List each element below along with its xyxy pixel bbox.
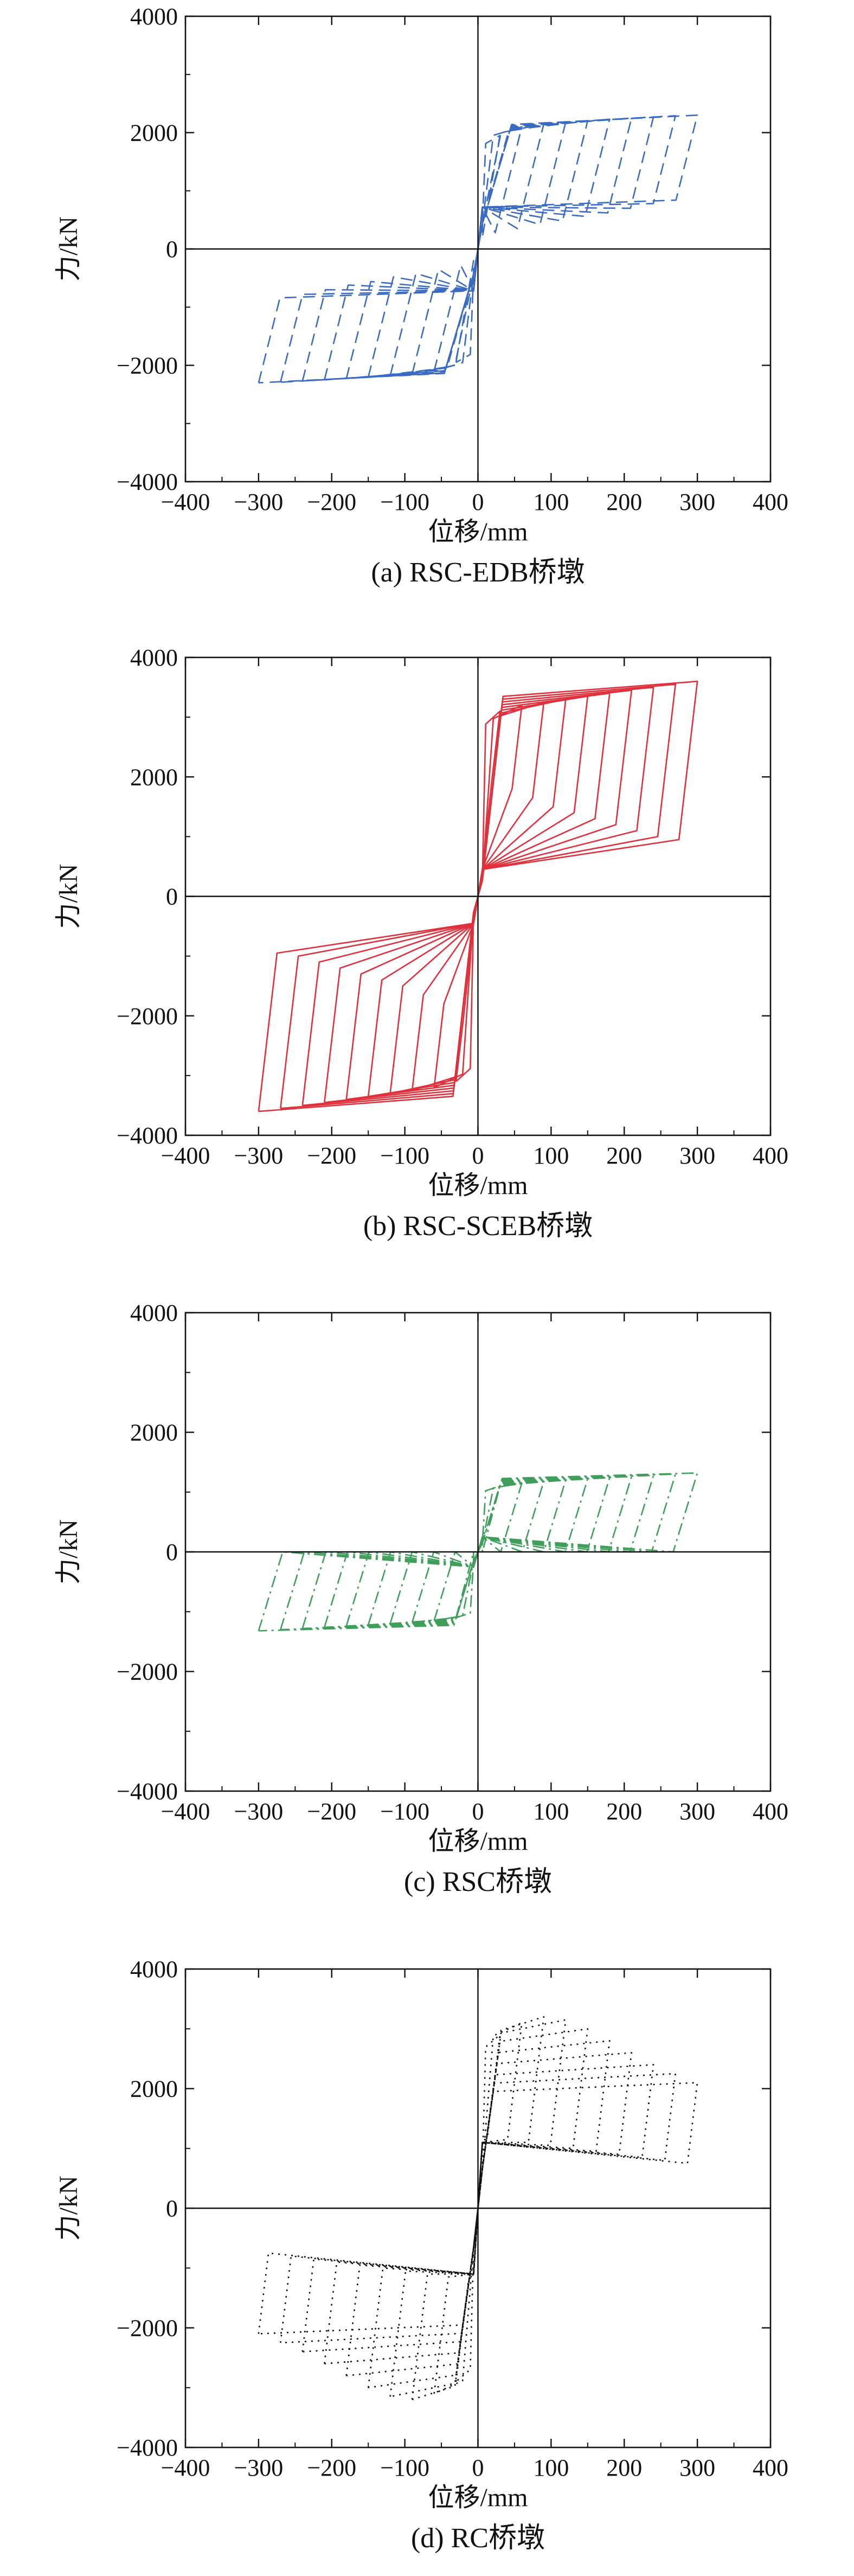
x-tick-label: −200 bbox=[307, 2454, 356, 2481]
hysteresis-loop bbox=[411, 2016, 545, 2401]
y-axis-title: 力/kN bbox=[54, 216, 83, 282]
x-tick-label: −200 bbox=[307, 1142, 356, 1169]
y-tick-label: −2000 bbox=[117, 1003, 178, 1030]
x-axis-title: 位移/mm bbox=[428, 2483, 528, 2512]
panel-caption: (d) RC桥墩 bbox=[411, 2523, 545, 2554]
x-axis-title: 位移/mm bbox=[428, 517, 528, 546]
x-tick-label: 100 bbox=[533, 489, 569, 515]
x-tick-label: −200 bbox=[307, 489, 356, 515]
panel-caption: (c) RSC桥墩 bbox=[404, 1867, 552, 1897]
y-tick-label: 0 bbox=[166, 2195, 178, 2222]
x-tick-label: −100 bbox=[380, 1798, 429, 1825]
hysteresis-loop bbox=[345, 2040, 611, 2376]
x-tick-label: −300 bbox=[234, 2454, 283, 2481]
y-tick-label: 4000 bbox=[130, 3, 178, 30]
x-tick-label: −400 bbox=[161, 489, 210, 515]
x-tick-label: 100 bbox=[533, 1798, 569, 1825]
hysteresis-loop bbox=[367, 2028, 589, 2389]
y-tick-label: −4000 bbox=[117, 469, 178, 495]
y-tick-label: −4000 bbox=[117, 1122, 178, 1149]
x-tick-label: 200 bbox=[606, 1798, 642, 1825]
x-tick-label: 200 bbox=[606, 489, 642, 515]
x-tick-label: 400 bbox=[753, 2454, 788, 2481]
y-tick-label: 2000 bbox=[130, 120, 178, 146]
y-tick-label: −2000 bbox=[117, 1659, 178, 1685]
x-tick-label: 200 bbox=[606, 2454, 642, 2481]
x-tick-label: 200 bbox=[606, 1142, 642, 1169]
x-tick-label: −100 bbox=[380, 2454, 429, 2481]
x-tick-label: 300 bbox=[679, 489, 715, 515]
chart-panel-2: −400 −300 −200 −100 0 100 200 300 400 4000 2000 0 −2… bbox=[54, 644, 788, 1242]
hysteresis-loop bbox=[258, 2082, 698, 2335]
y-tick-label: −2000 bbox=[117, 2315, 178, 2342]
x-tick-label: 0 bbox=[472, 489, 484, 515]
y-tick-label: −4000 bbox=[117, 2434, 178, 2461]
chart-panel-3: −400 −300 −200 −100 0 100 200 300 400 4000 2000 0 −2… bbox=[54, 1300, 788, 1897]
y-axis-title: 力/kN bbox=[54, 864, 83, 929]
x-tick-label: −100 bbox=[380, 489, 429, 515]
y-tick-label: 0 bbox=[166, 884, 178, 910]
x-tick-label: 0 bbox=[472, 1798, 484, 1825]
x-tick-label: −100 bbox=[380, 1142, 429, 1169]
y-tick-label: 2000 bbox=[130, 2076, 178, 2102]
y-tick-label: 4000 bbox=[130, 1300, 178, 1326]
hysteresis-loop bbox=[258, 114, 698, 383]
x-tick-label: 400 bbox=[753, 1142, 788, 1169]
hysteresis-loop bbox=[258, 680, 698, 1113]
y-tick-label: 4000 bbox=[130, 644, 178, 671]
x-tick-label: 100 bbox=[533, 2454, 569, 2481]
x-tick-label: 0 bbox=[472, 2454, 484, 2481]
x-tick-label: −200 bbox=[307, 1798, 356, 1825]
x-tick-label: 100 bbox=[533, 1142, 569, 1169]
y-axis-title: 力/kN bbox=[54, 2176, 83, 2241]
series-group bbox=[258, 114, 698, 383]
x-tick-label: 0 bbox=[472, 1142, 484, 1169]
x-tick-label: −300 bbox=[234, 489, 283, 515]
x-tick-label: 400 bbox=[753, 489, 788, 515]
chart-panel-1: −400 −300 −200 −100 0 100 200 300 400 4000 2000 0 −2… bbox=[54, 3, 788, 588]
y-tick-label: 4000 bbox=[130, 1956, 178, 1983]
panel-caption: (a) RSC-EDB桥墩 bbox=[371, 557, 585, 588]
x-tick-label: −400 bbox=[161, 2454, 210, 2481]
hysteresis-loop bbox=[258, 1472, 698, 1632]
x-tick-label: −400 bbox=[161, 1142, 210, 1169]
y-tick-label: 0 bbox=[166, 236, 178, 263]
x-tick-label: 400 bbox=[753, 1798, 788, 1825]
y-tick-label: 2000 bbox=[130, 1420, 178, 1446]
x-axis-title: 位移/mm bbox=[428, 1171, 528, 1200]
series-group bbox=[258, 2016, 698, 2401]
y-axis-title: 力/kN bbox=[54, 1519, 83, 1584]
series-group bbox=[258, 1472, 698, 1632]
x-tick-label: −400 bbox=[161, 1798, 210, 1825]
x-tick-label: −300 bbox=[234, 1142, 283, 1169]
x-axis-title: 位移/mm bbox=[428, 1827, 528, 1856]
y-tick-label: −2000 bbox=[117, 353, 178, 379]
x-tick-label: 300 bbox=[679, 1142, 715, 1169]
y-tick-label: 0 bbox=[166, 1539, 178, 1565]
x-tick-label: 300 bbox=[679, 2454, 715, 2481]
x-tick-label: −300 bbox=[234, 1798, 283, 1825]
y-tick-label: 2000 bbox=[130, 764, 178, 790]
chart-panel-4: −400 −300 −200 −100 0 100 200 300 400 4000 2000 0 −2… bbox=[54, 1956, 788, 2554]
y-tick-label: −4000 bbox=[117, 1778, 178, 1805]
x-tick-label: 300 bbox=[679, 1798, 715, 1825]
panel-caption: (b) RSC-SCEB桥墩 bbox=[363, 1211, 593, 1242]
series-group bbox=[258, 680, 698, 1113]
